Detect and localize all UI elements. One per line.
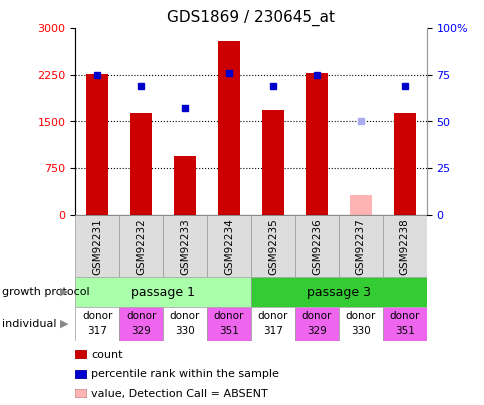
Bar — [393, 113, 415, 215]
Bar — [75, 277, 251, 307]
Text: GSM92235: GSM92235 — [268, 218, 277, 275]
Text: donor: donor — [213, 311, 244, 321]
Bar — [75, 215, 119, 277]
Bar — [294, 215, 338, 277]
Text: donor: donor — [345, 311, 375, 321]
Text: donor: donor — [82, 311, 112, 321]
Text: GSM92237: GSM92237 — [355, 218, 365, 275]
Text: 330: 330 — [175, 326, 195, 337]
Bar — [261, 110, 283, 215]
Bar — [305, 73, 327, 215]
Bar — [207, 307, 251, 341]
Text: percentile rank within the sample: percentile rank within the sample — [91, 369, 278, 379]
Text: donor: donor — [389, 311, 419, 321]
Bar — [163, 307, 207, 341]
Text: GSM92231: GSM92231 — [92, 218, 102, 275]
Bar — [251, 277, 426, 307]
Title: GDS1869 / 230645_at: GDS1869 / 230645_at — [166, 9, 334, 26]
Bar — [207, 215, 251, 277]
Bar — [86, 74, 108, 215]
Text: donor: donor — [301, 311, 332, 321]
Text: 329: 329 — [131, 326, 151, 337]
Text: GSM92234: GSM92234 — [224, 218, 233, 275]
Text: ▶: ▶ — [60, 319, 69, 329]
Text: GSM92233: GSM92233 — [180, 218, 190, 275]
Text: 351: 351 — [219, 326, 239, 337]
Text: growth protocol: growth protocol — [2, 287, 90, 297]
Bar — [382, 215, 426, 277]
Bar — [251, 307, 294, 341]
Bar — [130, 113, 152, 215]
Text: 317: 317 — [262, 326, 282, 337]
Bar — [174, 156, 196, 215]
Text: donor: donor — [126, 311, 156, 321]
Text: ▶: ▶ — [60, 287, 69, 297]
Text: value, Detection Call = ABSENT: value, Detection Call = ABSENT — [91, 389, 267, 399]
Text: 329: 329 — [306, 326, 326, 337]
Bar — [338, 215, 382, 277]
Text: 330: 330 — [350, 326, 370, 337]
Text: donor: donor — [257, 311, 287, 321]
Bar — [294, 307, 338, 341]
Bar — [338, 307, 382, 341]
Bar — [382, 307, 426, 341]
Text: 351: 351 — [394, 326, 414, 337]
Bar — [349, 195, 371, 215]
Bar — [119, 215, 163, 277]
Text: individual: individual — [2, 319, 57, 329]
Text: passage 1: passage 1 — [131, 286, 195, 298]
Bar — [163, 215, 207, 277]
Bar — [251, 215, 294, 277]
Text: count: count — [91, 350, 122, 360]
Text: donor: donor — [169, 311, 200, 321]
Bar — [218, 41, 240, 215]
Text: GSM92238: GSM92238 — [399, 218, 409, 275]
Bar — [119, 307, 163, 341]
Text: 317: 317 — [87, 326, 107, 337]
Text: GSM92232: GSM92232 — [136, 218, 146, 275]
Text: GSM92236: GSM92236 — [311, 218, 321, 275]
Text: passage 3: passage 3 — [306, 286, 370, 298]
Bar — [75, 307, 119, 341]
